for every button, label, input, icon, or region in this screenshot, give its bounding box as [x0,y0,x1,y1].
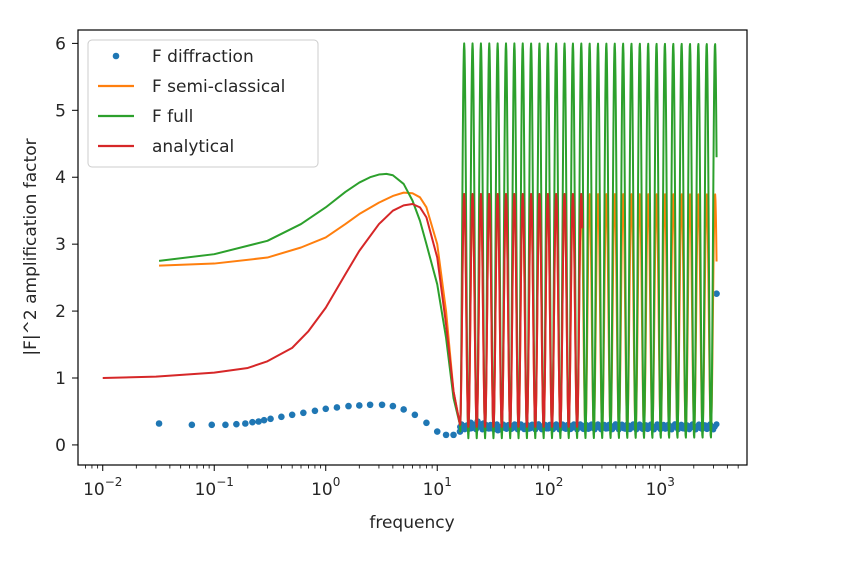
x-tick-label: 101 [423,475,452,500]
data-point [267,415,274,423]
x-tick-label: 102 [534,475,563,500]
data-point [389,402,397,410]
x-axis-label: frequency [369,513,454,533]
data-point [400,406,407,413]
data-point [713,421,720,428]
legend: F diffraction F semi-classical F full analy… [87,39,319,168]
data-point [333,404,341,411]
series-layer [102,42,720,440]
series-analytical [102,192,584,428]
data-point [311,407,319,415]
x-tick-label: 10−1 [195,475,234,500]
data-point [255,418,262,425]
legend-label: analytical [152,137,234,157]
legend-label: F semi-classical [152,77,285,97]
data-point [713,290,720,297]
legend-label: F diffraction [152,47,254,67]
y-axis-label: |F|^2 amplification factor [21,138,41,355]
data-point [208,421,216,429]
data-point [260,416,268,424]
data-point [242,420,249,427]
data-point [233,420,240,428]
legend-marker [112,52,120,60]
x-axis: 10−2 10−1 100 101 102 103 [83,465,739,500]
data-point [366,401,374,409]
y-tick-label: 6 [55,34,66,54]
data-point [423,419,430,427]
y-tick-label: 4 [55,168,66,188]
data-point [249,418,256,426]
data-point [356,402,363,409]
data-point [278,413,285,421]
data-point [450,431,457,439]
data-point [188,421,196,429]
y-tick-label: 2 [55,302,66,322]
y-tick-label: 3 [55,235,66,255]
data-point [288,411,296,419]
data-point [155,420,163,427]
data-point [378,401,386,409]
y-tick-label: 0 [55,436,66,456]
y-tick-label: 5 [55,101,66,121]
data-point [433,428,441,435]
data-point [300,409,307,417]
x-tick-label: 103 [646,475,675,500]
legend-box [87,39,319,168]
data-point [345,402,352,410]
data-point [442,431,450,439]
legend-label: F full [152,107,193,127]
y-axis: 0 1 2 3 4 5 6 [55,34,78,456]
x-tick-label: 10−2 [83,475,122,500]
data-point [222,421,229,429]
data-point [411,411,419,419]
series-f-full [158,42,718,440]
data-point [322,405,330,413]
x-tick-label: 100 [311,475,340,500]
y-tick-label: 1 [55,369,66,389]
